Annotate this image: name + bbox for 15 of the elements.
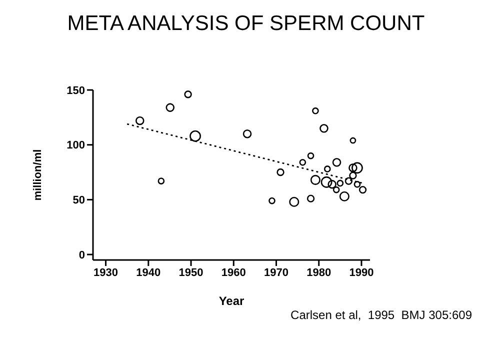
y-tick-label: 50 — [72, 194, 85, 207]
y-tick-label: 0 — [78, 249, 85, 262]
x-tick-label: 1940 — [136, 266, 161, 279]
x-tick-label: 1960 — [221, 266, 246, 279]
y-tick-label: 100 — [66, 140, 85, 152]
y-tick-label: 150 — [66, 84, 85, 97]
text: Carlsen et al, 1995 BMJ 305:609 — [290, 308, 472, 322]
x-tick-label: 1950 — [178, 266, 204, 279]
chart-title: META ANALYSIS OF SPERM COUNT — [66, 12, 426, 36]
x-axis-title: Year — [218, 294, 245, 308]
x-tick-label: 1990 — [349, 266, 374, 279]
x-tick-label: 1980 — [306, 266, 332, 279]
x-tick-label: 1970 — [264, 266, 288, 279]
x-tick-label: 1930 — [94, 266, 118, 279]
y-axis-title: million/ml — [32, 149, 44, 201]
